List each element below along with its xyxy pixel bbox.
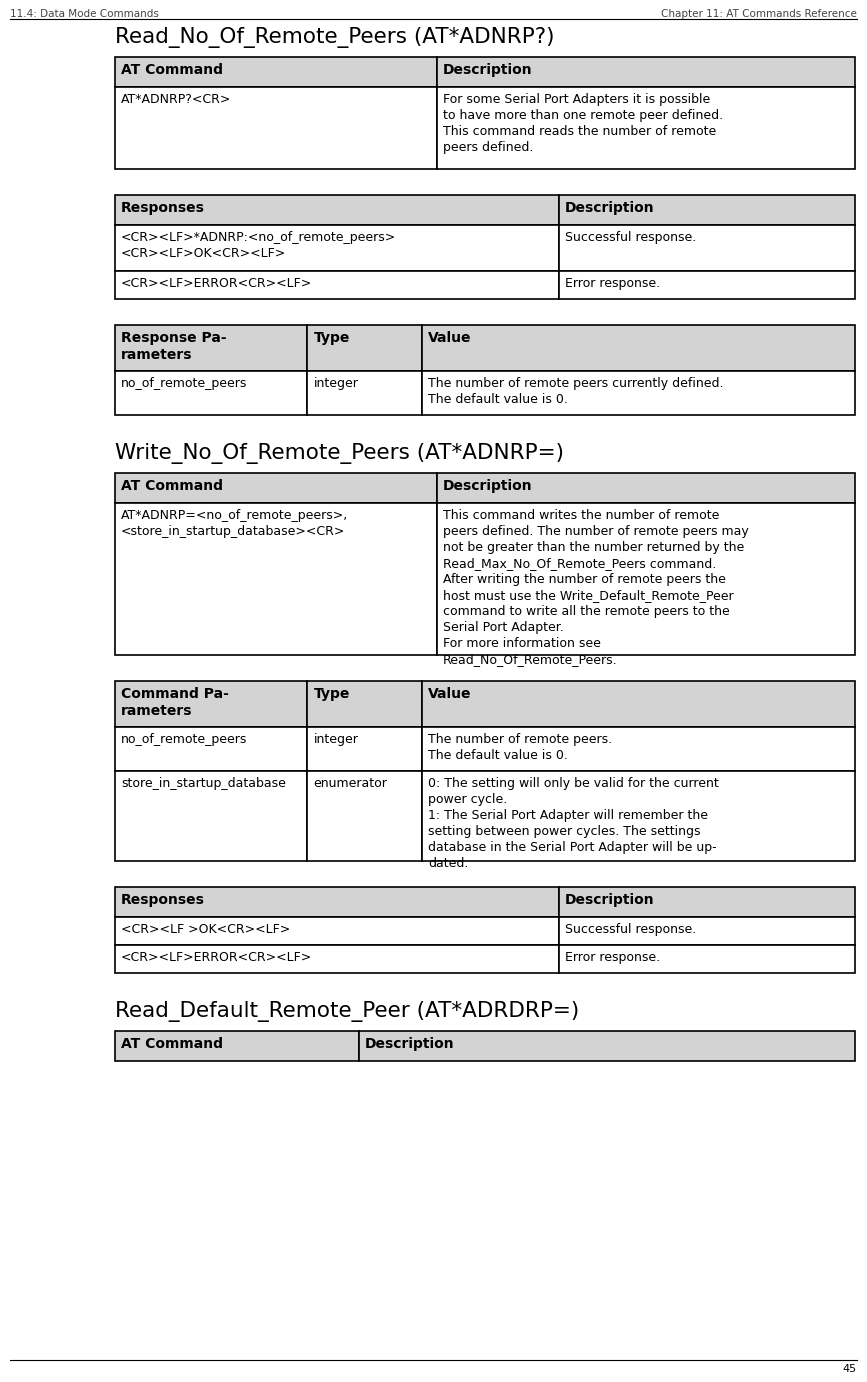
Bar bbox=[437, 87, 855, 169]
Bar bbox=[115, 681, 308, 727]
Text: Read_No_Of_Remote_Peers (AT*ADNRP?): Read_No_Of_Remote_Peers (AT*ADNRP?) bbox=[115, 28, 555, 48]
Text: Value: Value bbox=[428, 332, 472, 346]
Text: 0: The setting will only be valid for the current
power cycle.
1: The Serial Por: 0: The setting will only be valid for th… bbox=[428, 777, 719, 871]
Bar bbox=[308, 727, 422, 771]
Bar bbox=[359, 1031, 855, 1061]
Text: Responses: Responses bbox=[121, 200, 205, 216]
Text: Description: Description bbox=[365, 1036, 455, 1050]
Text: Description: Description bbox=[443, 480, 532, 493]
Text: The number of remote peers.
The default value is 0.: The number of remote peers. The default … bbox=[428, 732, 612, 761]
Bar bbox=[115, 1031, 359, 1061]
Text: integer: integer bbox=[313, 377, 358, 390]
Text: Value: Value bbox=[428, 687, 472, 701]
Bar bbox=[115, 503, 437, 655]
Bar bbox=[115, 325, 308, 370]
Bar bbox=[115, 370, 308, 415]
Text: 11.4: Data Mode Commands: 11.4: Data Mode Commands bbox=[10, 10, 159, 19]
Text: AT*ADNRP?<CR>: AT*ADNRP?<CR> bbox=[121, 93, 231, 106]
Bar bbox=[437, 503, 855, 655]
Text: no_of_remote_peers: no_of_remote_peers bbox=[121, 377, 247, 390]
Text: Type: Type bbox=[313, 687, 349, 701]
Text: integer: integer bbox=[313, 732, 358, 746]
Text: Command Pa-
rameters: Command Pa- rameters bbox=[121, 687, 229, 719]
Text: Response Pa-
rameters: Response Pa- rameters bbox=[121, 332, 226, 362]
Text: Write_No_Of_Remote_Peers (AT*ADNRP=): Write_No_Of_Remote_Peers (AT*ADNRP=) bbox=[115, 444, 564, 464]
Text: 45: 45 bbox=[843, 1364, 857, 1374]
Text: The number of remote peers currently defined.
The default value is 0.: The number of remote peers currently def… bbox=[428, 377, 724, 406]
Bar bbox=[115, 57, 437, 87]
Text: <CR><LF>ERROR<CR><LF>: <CR><LF>ERROR<CR><LF> bbox=[121, 276, 312, 290]
Bar bbox=[308, 370, 422, 415]
Bar bbox=[115, 271, 559, 299]
Text: AT Command: AT Command bbox=[121, 64, 223, 77]
Bar bbox=[559, 918, 855, 945]
Text: <CR><LF>*ADNRP:<no_of_remote_peers>
<CR><LF>OK<CR><LF>: <CR><LF>*ADNRP:<no_of_remote_peers> <CR>… bbox=[121, 231, 396, 260]
Bar bbox=[422, 325, 855, 370]
Bar bbox=[115, 771, 308, 861]
Text: Responses: Responses bbox=[121, 893, 205, 907]
Text: Type: Type bbox=[313, 332, 349, 346]
Bar bbox=[115, 473, 437, 503]
Text: <CR><LF>ERROR<CR><LF>: <CR><LF>ERROR<CR><LF> bbox=[121, 951, 312, 965]
Text: Read_Default_Remote_Peer (AT*ADRDRP=): Read_Default_Remote_Peer (AT*ADRDRP=) bbox=[115, 1001, 579, 1023]
Bar bbox=[559, 225, 855, 271]
Bar bbox=[422, 771, 855, 861]
Bar bbox=[437, 473, 855, 503]
Text: <CR><LF >OK<CR><LF>: <CR><LF >OK<CR><LF> bbox=[121, 923, 290, 936]
Text: AT*ADNRP=<no_of_remote_peers>,
<store_in_startup_database><CR>: AT*ADNRP=<no_of_remote_peers>, <store_in… bbox=[121, 509, 349, 538]
Text: store_in_startup_database: store_in_startup_database bbox=[121, 777, 286, 791]
Text: no_of_remote_peers: no_of_remote_peers bbox=[121, 732, 247, 746]
Bar bbox=[437, 57, 855, 87]
Bar bbox=[559, 887, 855, 918]
Bar bbox=[115, 727, 308, 771]
Bar bbox=[559, 271, 855, 299]
Bar bbox=[115, 225, 559, 271]
Text: Description: Description bbox=[565, 893, 655, 907]
Bar bbox=[559, 195, 855, 225]
Bar bbox=[115, 195, 559, 225]
Bar bbox=[422, 727, 855, 771]
Text: Successful response.: Successful response. bbox=[565, 923, 696, 936]
Bar bbox=[115, 918, 559, 945]
Bar bbox=[115, 945, 559, 973]
Bar bbox=[115, 887, 559, 918]
Bar bbox=[308, 325, 422, 370]
Text: AT Command: AT Command bbox=[121, 1036, 223, 1050]
Text: This command writes the number of remote
peers defined. The number of remote pee: This command writes the number of remote… bbox=[443, 509, 748, 666]
Text: AT Command: AT Command bbox=[121, 480, 223, 493]
Bar bbox=[422, 370, 855, 415]
Text: Description: Description bbox=[443, 64, 532, 77]
Bar bbox=[308, 771, 422, 861]
Text: For some Serial Port Adapters it is possible
to have more than one remote peer d: For some Serial Port Adapters it is poss… bbox=[443, 93, 723, 153]
Text: Chapter 11: AT Commands Reference: Chapter 11: AT Commands Reference bbox=[662, 10, 857, 19]
Text: Error response.: Error response. bbox=[565, 276, 660, 290]
Text: Successful response.: Successful response. bbox=[565, 231, 696, 245]
Bar bbox=[559, 945, 855, 973]
Text: enumerator: enumerator bbox=[313, 777, 388, 791]
Text: Description: Description bbox=[565, 200, 655, 216]
Bar bbox=[308, 681, 422, 727]
Text: Error response.: Error response. bbox=[565, 951, 660, 965]
Bar bbox=[422, 681, 855, 727]
Bar bbox=[115, 87, 437, 169]
